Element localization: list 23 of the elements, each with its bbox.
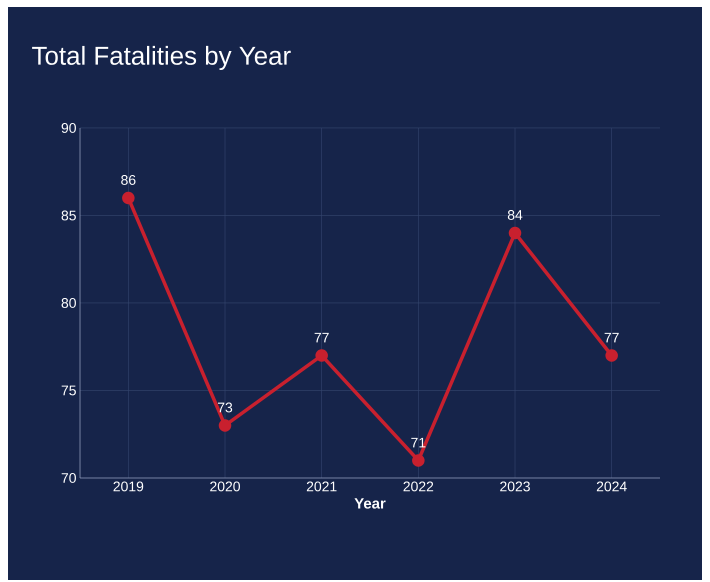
data-label: 77 <box>604 332 619 342</box>
x-tick-label: 2020 <box>210 481 240 492</box>
x-tick-label: 2019 <box>114 481 144 492</box>
point <box>508 226 522 240</box>
point <box>605 349 618 362</box>
x-tick-label: 2021 <box>306 481 337 492</box>
x-axis-title: Year <box>354 498 386 509</box>
point <box>315 349 328 362</box>
y-tick-label: 80 <box>62 298 76 308</box>
point <box>218 419 232 432</box>
y-tick-label: 75 <box>62 386 76 396</box>
y-tick-label: 85 <box>62 210 76 220</box>
x-tick-label: 2024 <box>596 481 627 492</box>
data-label: 77 <box>314 332 329 342</box>
chart-title: Total Fatalities by Year <box>32 46 291 70</box>
data-label: 84 <box>508 210 522 220</box>
y-tick-label: 70 <box>62 473 76 483</box>
x-tick-label: 2022 <box>404 481 434 492</box>
y-tick-label: 90 <box>62 123 76 133</box>
point <box>412 454 425 467</box>
point <box>122 192 135 204</box>
data-label: 86 <box>121 175 136 185</box>
x-tick-label: 2023 <box>500 481 530 492</box>
